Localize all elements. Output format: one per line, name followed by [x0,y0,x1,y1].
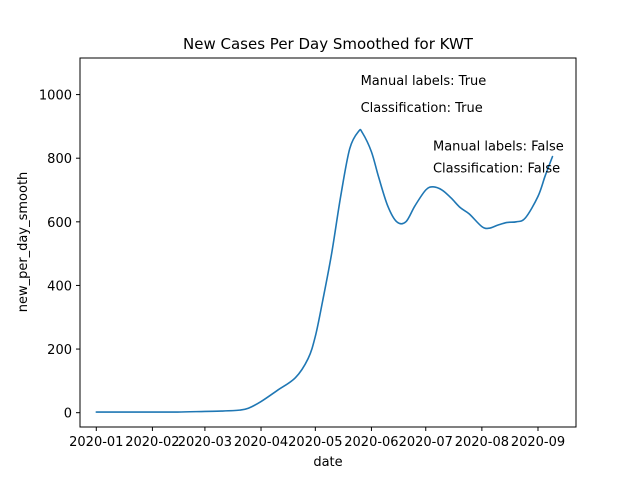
x-tick-label: 2020-04 [234,435,288,450]
y-tick-label: 0 [64,407,72,422]
x-tick-label: 2020-06 [344,435,398,450]
annotation-label: Classification: True [361,101,483,116]
plot-frame [79,57,577,428]
annotation-label: Manual labels: False [433,139,564,154]
y-tick-label: 400 [47,279,72,294]
chart-title: New Cases Per Day Smoothed for KWT [183,35,474,53]
annotation-label: Manual labels: True [361,74,487,89]
x-tick-label: 2020-08 [455,435,509,450]
x-tick-label: 2020-07 [399,435,453,450]
y-tick-label: 800 [47,152,72,167]
annotations: Manual labels: True Classification: True M… [361,74,564,176]
x-tick-label: 2020-05 [288,435,342,450]
y-axis: 0 200 400 600 800 1000 [39,89,80,422]
y-tick-label: 200 [47,343,72,358]
x-axis-label: date [313,455,342,470]
x-tick-label: 2020-09 [511,435,565,450]
y-tick-label: 600 [47,216,72,231]
plot-area [80,58,576,427]
series-line [95,128,554,413]
y-axis-label: new_per_day_smooth [16,172,31,313]
x-tick-label: 2020-02 [125,435,179,450]
x-tick-label: 2020-03 [178,435,232,450]
x-tick-label: 2020-01 [69,435,123,450]
annotation-label: Classification: False [433,162,560,177]
y-tick-label: 1000 [39,89,72,104]
